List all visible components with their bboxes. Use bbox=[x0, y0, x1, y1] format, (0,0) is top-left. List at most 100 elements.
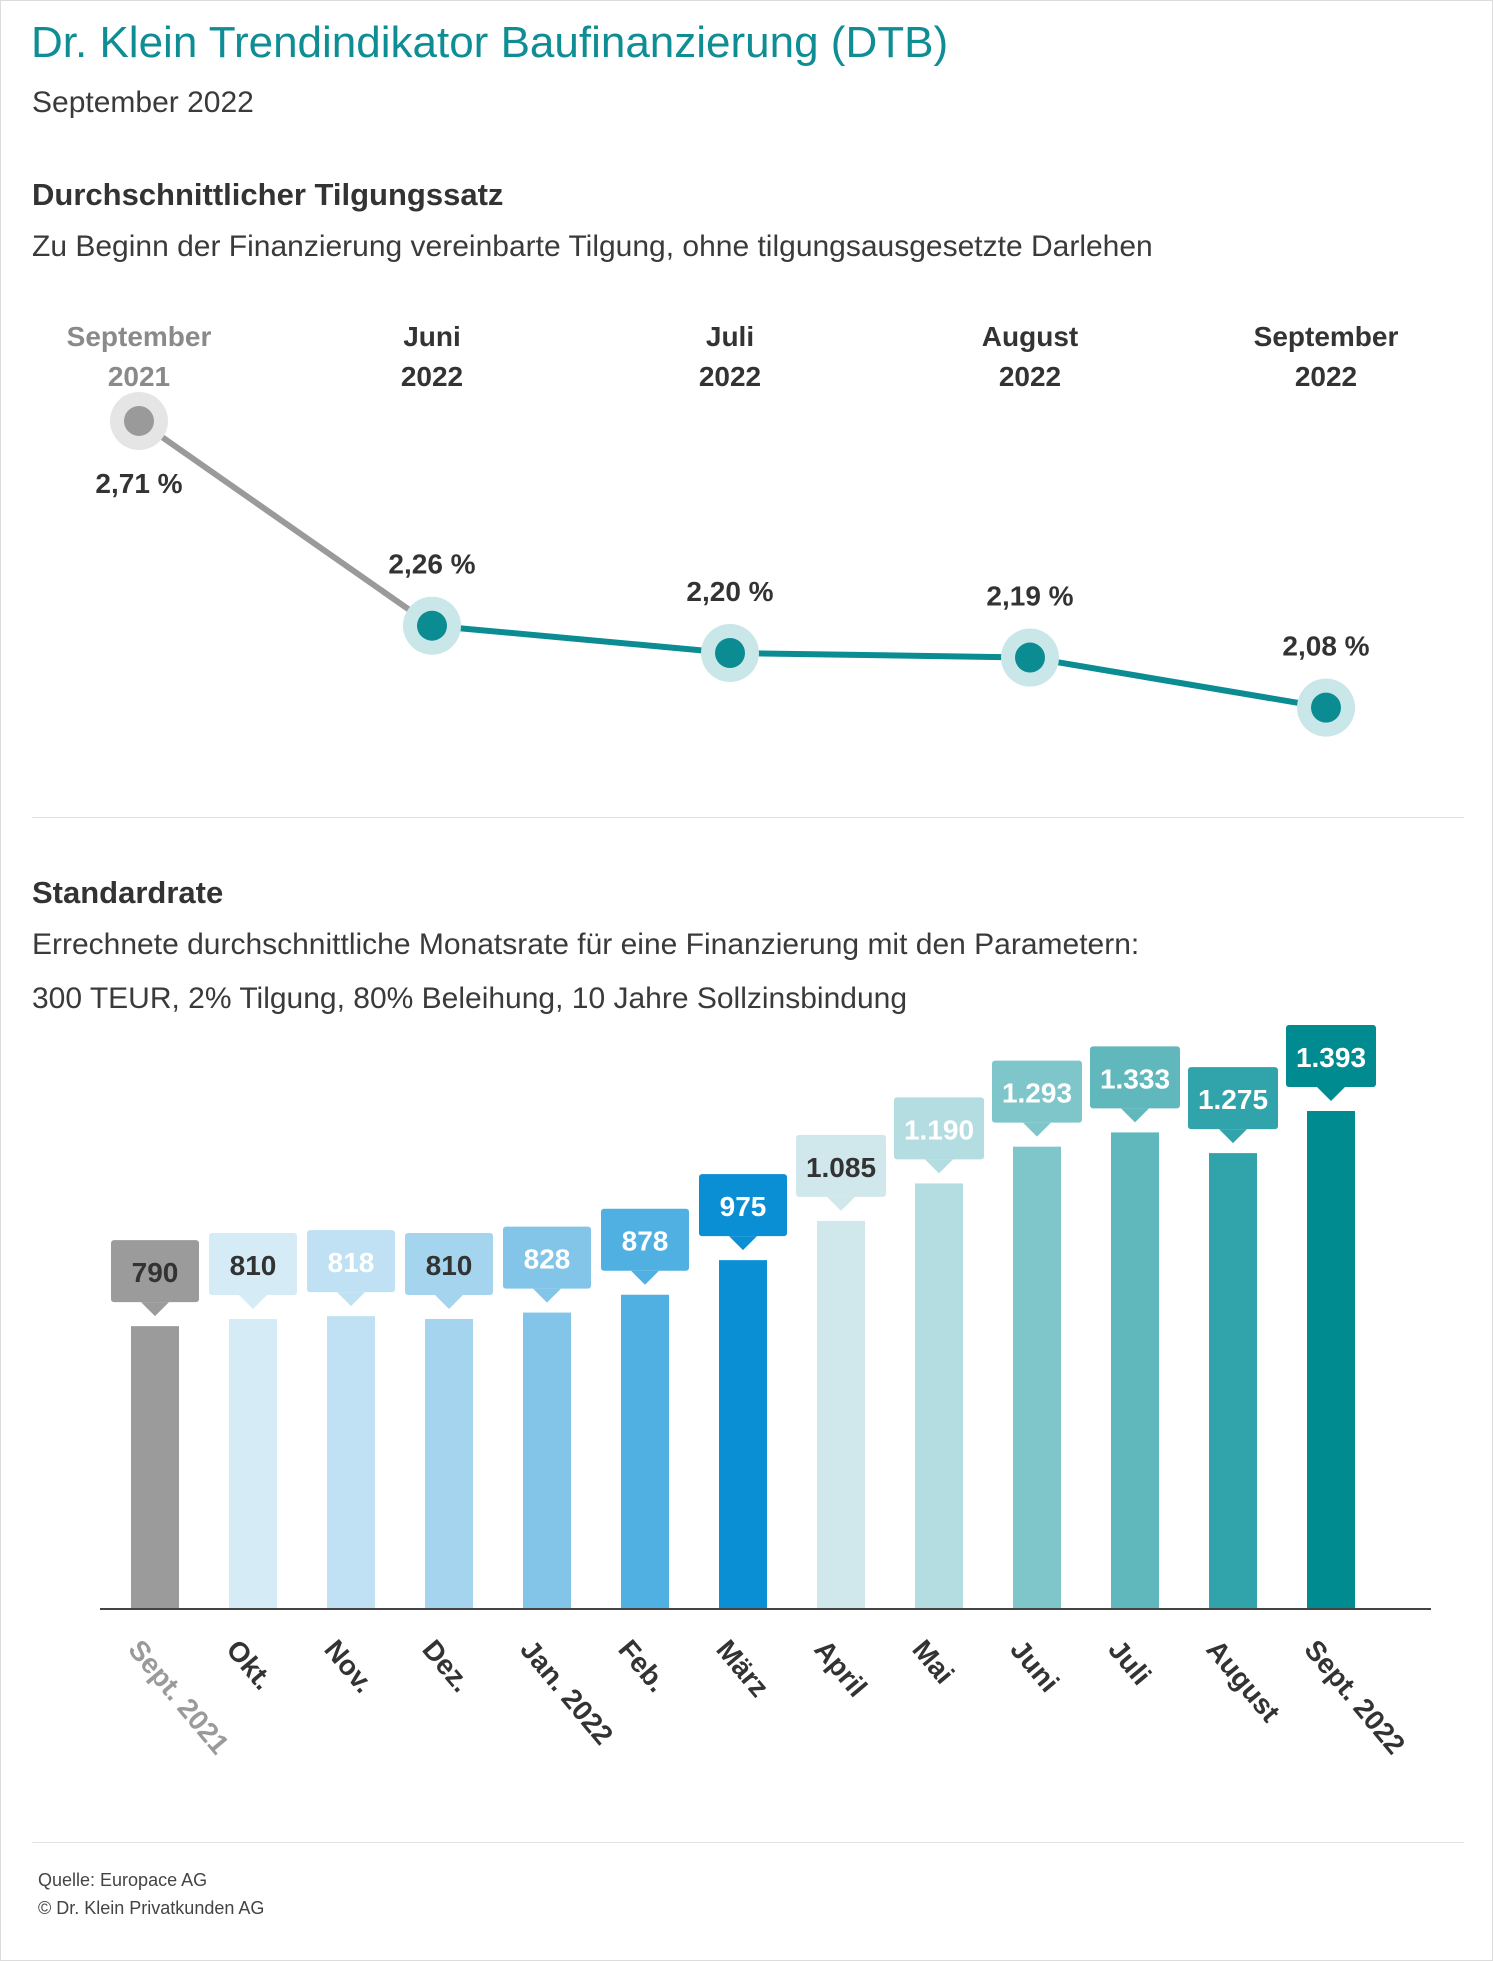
bar-category-label: Mai bbox=[906, 1634, 960, 1690]
standardrate-bar-chart: 790 Sept. 2021 810 Okt. 818 Nov. 810 Dez. 828 Jan… bbox=[100, 1025, 1431, 1760]
bar-value-label: 790 bbox=[132, 1257, 179, 1288]
callout-pointer bbox=[1121, 1108, 1149, 1123]
callout-box bbox=[1286, 1025, 1376, 1087]
bar-value-label: 1.393 bbox=[1296, 1042, 1366, 1073]
line-value-label: 2,26 % bbox=[388, 549, 475, 580]
bar-value-callout: 810 bbox=[209, 1233, 297, 1310]
bar-value-label: 878 bbox=[622, 1226, 669, 1257]
callout-pointer bbox=[729, 1236, 757, 1251]
callout-box bbox=[405, 1233, 493, 1296]
callout-box bbox=[111, 1240, 199, 1303]
line-category-label: September bbox=[67, 321, 212, 352]
tilgungssatz-line-chart: September 2021 Juni 2022 Juli 2022 August 2022 S… bbox=[67, 321, 1398, 737]
callout-pointer bbox=[925, 1159, 953, 1174]
bar bbox=[131, 1326, 179, 1608]
bar bbox=[1013, 1146, 1061, 1608]
line-category-label: 2022 bbox=[999, 361, 1061, 392]
section-divider bbox=[32, 817, 1464, 818]
callout-box bbox=[699, 1174, 787, 1237]
callout-pointer bbox=[239, 1295, 267, 1310]
bar bbox=[327, 1316, 375, 1608]
source-note: Quelle: Europace AG bbox=[38, 1870, 208, 1890]
callout-box bbox=[796, 1134, 886, 1197]
data-point bbox=[1311, 692, 1341, 723]
bar-category-label: Juni bbox=[1004, 1634, 1065, 1698]
bar-value-label: 810 bbox=[230, 1250, 277, 1281]
callout-box bbox=[992, 1060, 1082, 1123]
bar-value-callout: 878 bbox=[601, 1208, 689, 1285]
bar-category-label: August bbox=[1200, 1634, 1286, 1728]
callout-box bbox=[307, 1230, 395, 1293]
data-point bbox=[417, 610, 447, 641]
bar-value-callout: 1.333 bbox=[1090, 1046, 1180, 1123]
bar-value-label: 1.190 bbox=[904, 1114, 974, 1145]
line-category-label: Juni bbox=[403, 321, 461, 352]
bar-category-label: April bbox=[808, 1634, 873, 1703]
bar bbox=[915, 1183, 963, 1608]
line-section-description: Zu Beginn der Finanzierung vereinbarte T… bbox=[32, 230, 1153, 263]
bar bbox=[621, 1294, 669, 1608]
bar bbox=[1209, 1153, 1257, 1608]
bar-value-label: 1.085 bbox=[806, 1152, 876, 1183]
bar-value-callout: 790 bbox=[111, 1240, 199, 1317]
callout-box bbox=[601, 1208, 689, 1271]
callout-box bbox=[894, 1097, 984, 1160]
bar-value-label: 810 bbox=[426, 1250, 473, 1281]
line-category-label: 2022 bbox=[699, 361, 761, 392]
bar bbox=[719, 1260, 767, 1608]
bar-category-label: Jan. 2022 bbox=[514, 1634, 619, 1751]
bar-value-callout: 1.293 bbox=[992, 1060, 1082, 1137]
bar-value-callout: 1.085 bbox=[796, 1134, 886, 1211]
callout-box bbox=[1090, 1046, 1180, 1109]
bar-value-callout: 975 bbox=[699, 1174, 787, 1251]
bar-category-label: Nov. bbox=[318, 1634, 379, 1699]
bar bbox=[1111, 1132, 1159, 1608]
bar-category-label: Okt. bbox=[220, 1634, 279, 1696]
page-title: Dr. Klein Trendindikator Baufinanzierung… bbox=[31, 18, 949, 67]
line-value-label: 2,71 % bbox=[95, 468, 182, 499]
bar-value-callout: 1.190 bbox=[894, 1097, 984, 1174]
bar-category-label: Dez. bbox=[416, 1634, 477, 1698]
bar-value-label: 828 bbox=[524, 1244, 571, 1275]
callout-pointer bbox=[435, 1295, 463, 1310]
line-value-label: 2,20 % bbox=[686, 576, 773, 607]
bar-value-callout: 810 bbox=[405, 1233, 493, 1310]
callout-pointer bbox=[1317, 1087, 1345, 1101]
line-category-label: 2021 bbox=[108, 361, 170, 392]
bar-category-label: Juli bbox=[1102, 1634, 1157, 1691]
callout-pointer bbox=[1219, 1129, 1247, 1144]
callout-box bbox=[503, 1226, 591, 1289]
line-value-label: 2,08 % bbox=[1282, 631, 1369, 662]
bar-category-label: März bbox=[710, 1634, 775, 1703]
line-category-label: 2022 bbox=[401, 361, 463, 392]
callout-pointer bbox=[1023, 1122, 1051, 1137]
bar bbox=[1307, 1111, 1355, 1608]
data-point bbox=[1015, 642, 1045, 673]
data-point bbox=[124, 405, 154, 436]
bar bbox=[425, 1319, 473, 1608]
bar-value-label: 1.293 bbox=[1002, 1078, 1072, 1109]
line-category-label: August bbox=[982, 321, 1078, 352]
page-subtitle: September 2022 bbox=[32, 86, 254, 119]
line-category-label: 2022 bbox=[1295, 361, 1357, 392]
tilgungssatz-series-line bbox=[431, 622, 1327, 711]
copyright-note: © Dr. Klein Privatkunden AG bbox=[38, 1898, 265, 1918]
bar-category-label: Feb. bbox=[612, 1634, 673, 1698]
bar-section-description-line2: 300 TEUR, 2% Tilgung, 80% Beleihung, 10 … bbox=[32, 982, 908, 1015]
bar-value-label: 818 bbox=[328, 1247, 375, 1278]
bar-category-label: Sept. 2022 bbox=[1298, 1634, 1411, 1760]
bar-value-callout: 1.275 bbox=[1188, 1067, 1278, 1144]
reference-line-segment bbox=[137, 418, 434, 629]
callout-pointer bbox=[631, 1270, 659, 1285]
bar-value-callout: 1.393 bbox=[1286, 1025, 1376, 1101]
callout-pointer bbox=[827, 1196, 855, 1211]
callout-box bbox=[1188, 1067, 1278, 1130]
bar-section-description-line1: Errechnete durchschnittliche Monatsrate … bbox=[32, 928, 1140, 961]
bar bbox=[817, 1220, 865, 1608]
bar-category-label: Sept. 2021 bbox=[122, 1634, 235, 1760]
bar-section-title: Standardrate bbox=[32, 875, 224, 910]
line-value-label: 2,19 % bbox=[986, 581, 1073, 612]
line-category-label: Juli bbox=[706, 321, 754, 352]
data-point bbox=[715, 638, 745, 668]
bar-value-callout: 818 bbox=[307, 1230, 395, 1307]
